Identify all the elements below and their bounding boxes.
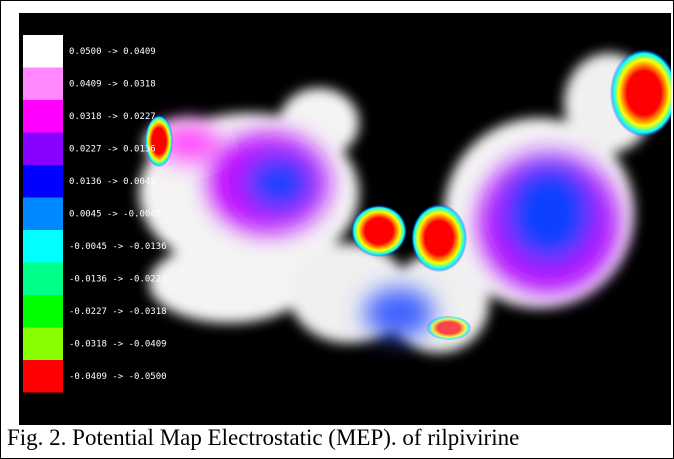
legend-label: -0.0045 -> -0.0136 xyxy=(69,242,167,252)
legend-label: 0.0500 -> 0.0409 xyxy=(69,47,156,57)
legend-swatch xyxy=(23,165,63,198)
legend-swatch xyxy=(23,295,63,328)
legend-swatch xyxy=(23,360,63,393)
mep-image: 0.0500 -> 0.0409 0.0409 -> 0.0318 0.0318 -… xyxy=(19,13,671,425)
legend-label: 0.0045 -> -0.0045 xyxy=(69,209,161,219)
legend-swatch xyxy=(23,328,63,361)
legend-label: 0.0318 -> 0.0227 xyxy=(69,112,156,122)
legend-swatch xyxy=(23,68,63,101)
legend: 0.0500 -> 0.0409 0.0409 -> 0.0318 0.0318 -… xyxy=(23,35,167,393)
legend-swatch xyxy=(23,230,63,263)
legend-swatch xyxy=(23,263,63,296)
legend-label: -0.0227 -> -0.0318 xyxy=(69,307,167,317)
legend-label: -0.0136 -> -0.0227 xyxy=(69,274,167,284)
legend-label: 0.0136 -> 0.0045 xyxy=(69,177,156,187)
legend-label: -0.0409 -> -0.0500 xyxy=(69,372,167,382)
figure: 0.0500 -> 0.0409 0.0409 -> 0.0318 0.0318 -… xyxy=(0,0,674,459)
legend-label: 0.0227 -> 0.0136 xyxy=(69,144,156,154)
caption: Fig. 2. Potential Map Electrostatic (MEP… xyxy=(7,425,519,451)
legend-label: -0.0318 -> -0.0409 xyxy=(69,339,167,349)
legend-swatch xyxy=(23,100,63,133)
legend-label: 0.0409 -> 0.0318 xyxy=(69,79,156,89)
legend-swatch xyxy=(23,133,63,166)
legend-swatch xyxy=(23,35,63,68)
legend-swatch xyxy=(23,198,63,231)
